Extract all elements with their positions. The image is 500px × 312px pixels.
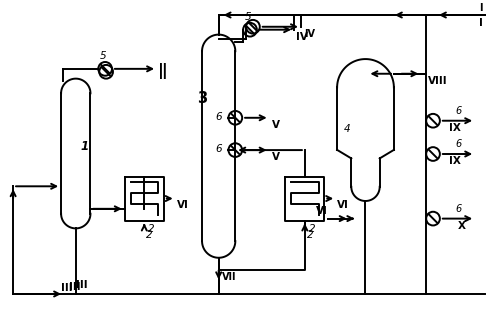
Text: 4: 4 bbox=[344, 124, 350, 134]
Text: 6: 6 bbox=[456, 106, 462, 116]
Text: II: II bbox=[159, 71, 166, 81]
Text: 5: 5 bbox=[244, 12, 252, 22]
Text: III: III bbox=[61, 283, 72, 293]
Text: 1: 1 bbox=[80, 140, 89, 153]
Text: V: V bbox=[272, 120, 280, 130]
Text: I: I bbox=[480, 3, 483, 13]
Text: I: I bbox=[479, 18, 483, 28]
Text: 6: 6 bbox=[456, 204, 462, 214]
Text: VIII: VIII bbox=[428, 76, 448, 86]
Text: 6: 6 bbox=[215, 144, 222, 154]
Text: 2: 2 bbox=[308, 224, 316, 234]
Text: IX: IX bbox=[448, 123, 460, 133]
Text: IV: IV bbox=[296, 32, 308, 42]
Text: VI: VI bbox=[316, 206, 328, 216]
Text: 6: 6 bbox=[456, 139, 462, 149]
Text: X: X bbox=[458, 221, 466, 231]
Text: II: II bbox=[159, 63, 166, 73]
Text: 2: 2 bbox=[307, 230, 314, 240]
Text: 5: 5 bbox=[100, 51, 106, 61]
Text: VI: VI bbox=[176, 201, 188, 211]
Text: V: V bbox=[272, 152, 280, 162]
Text: 6: 6 bbox=[215, 112, 222, 122]
Text: 2: 2 bbox=[148, 224, 155, 234]
Text: IV: IV bbox=[304, 29, 315, 39]
Text: III: III bbox=[76, 280, 88, 290]
Text: 2: 2 bbox=[146, 230, 153, 240]
Text: IX: IX bbox=[448, 156, 460, 166]
Text: VI: VI bbox=[337, 201, 349, 211]
Text: 3: 3 bbox=[197, 91, 207, 106]
Text: VII: VII bbox=[222, 272, 236, 282]
Text: III: III bbox=[69, 282, 80, 292]
